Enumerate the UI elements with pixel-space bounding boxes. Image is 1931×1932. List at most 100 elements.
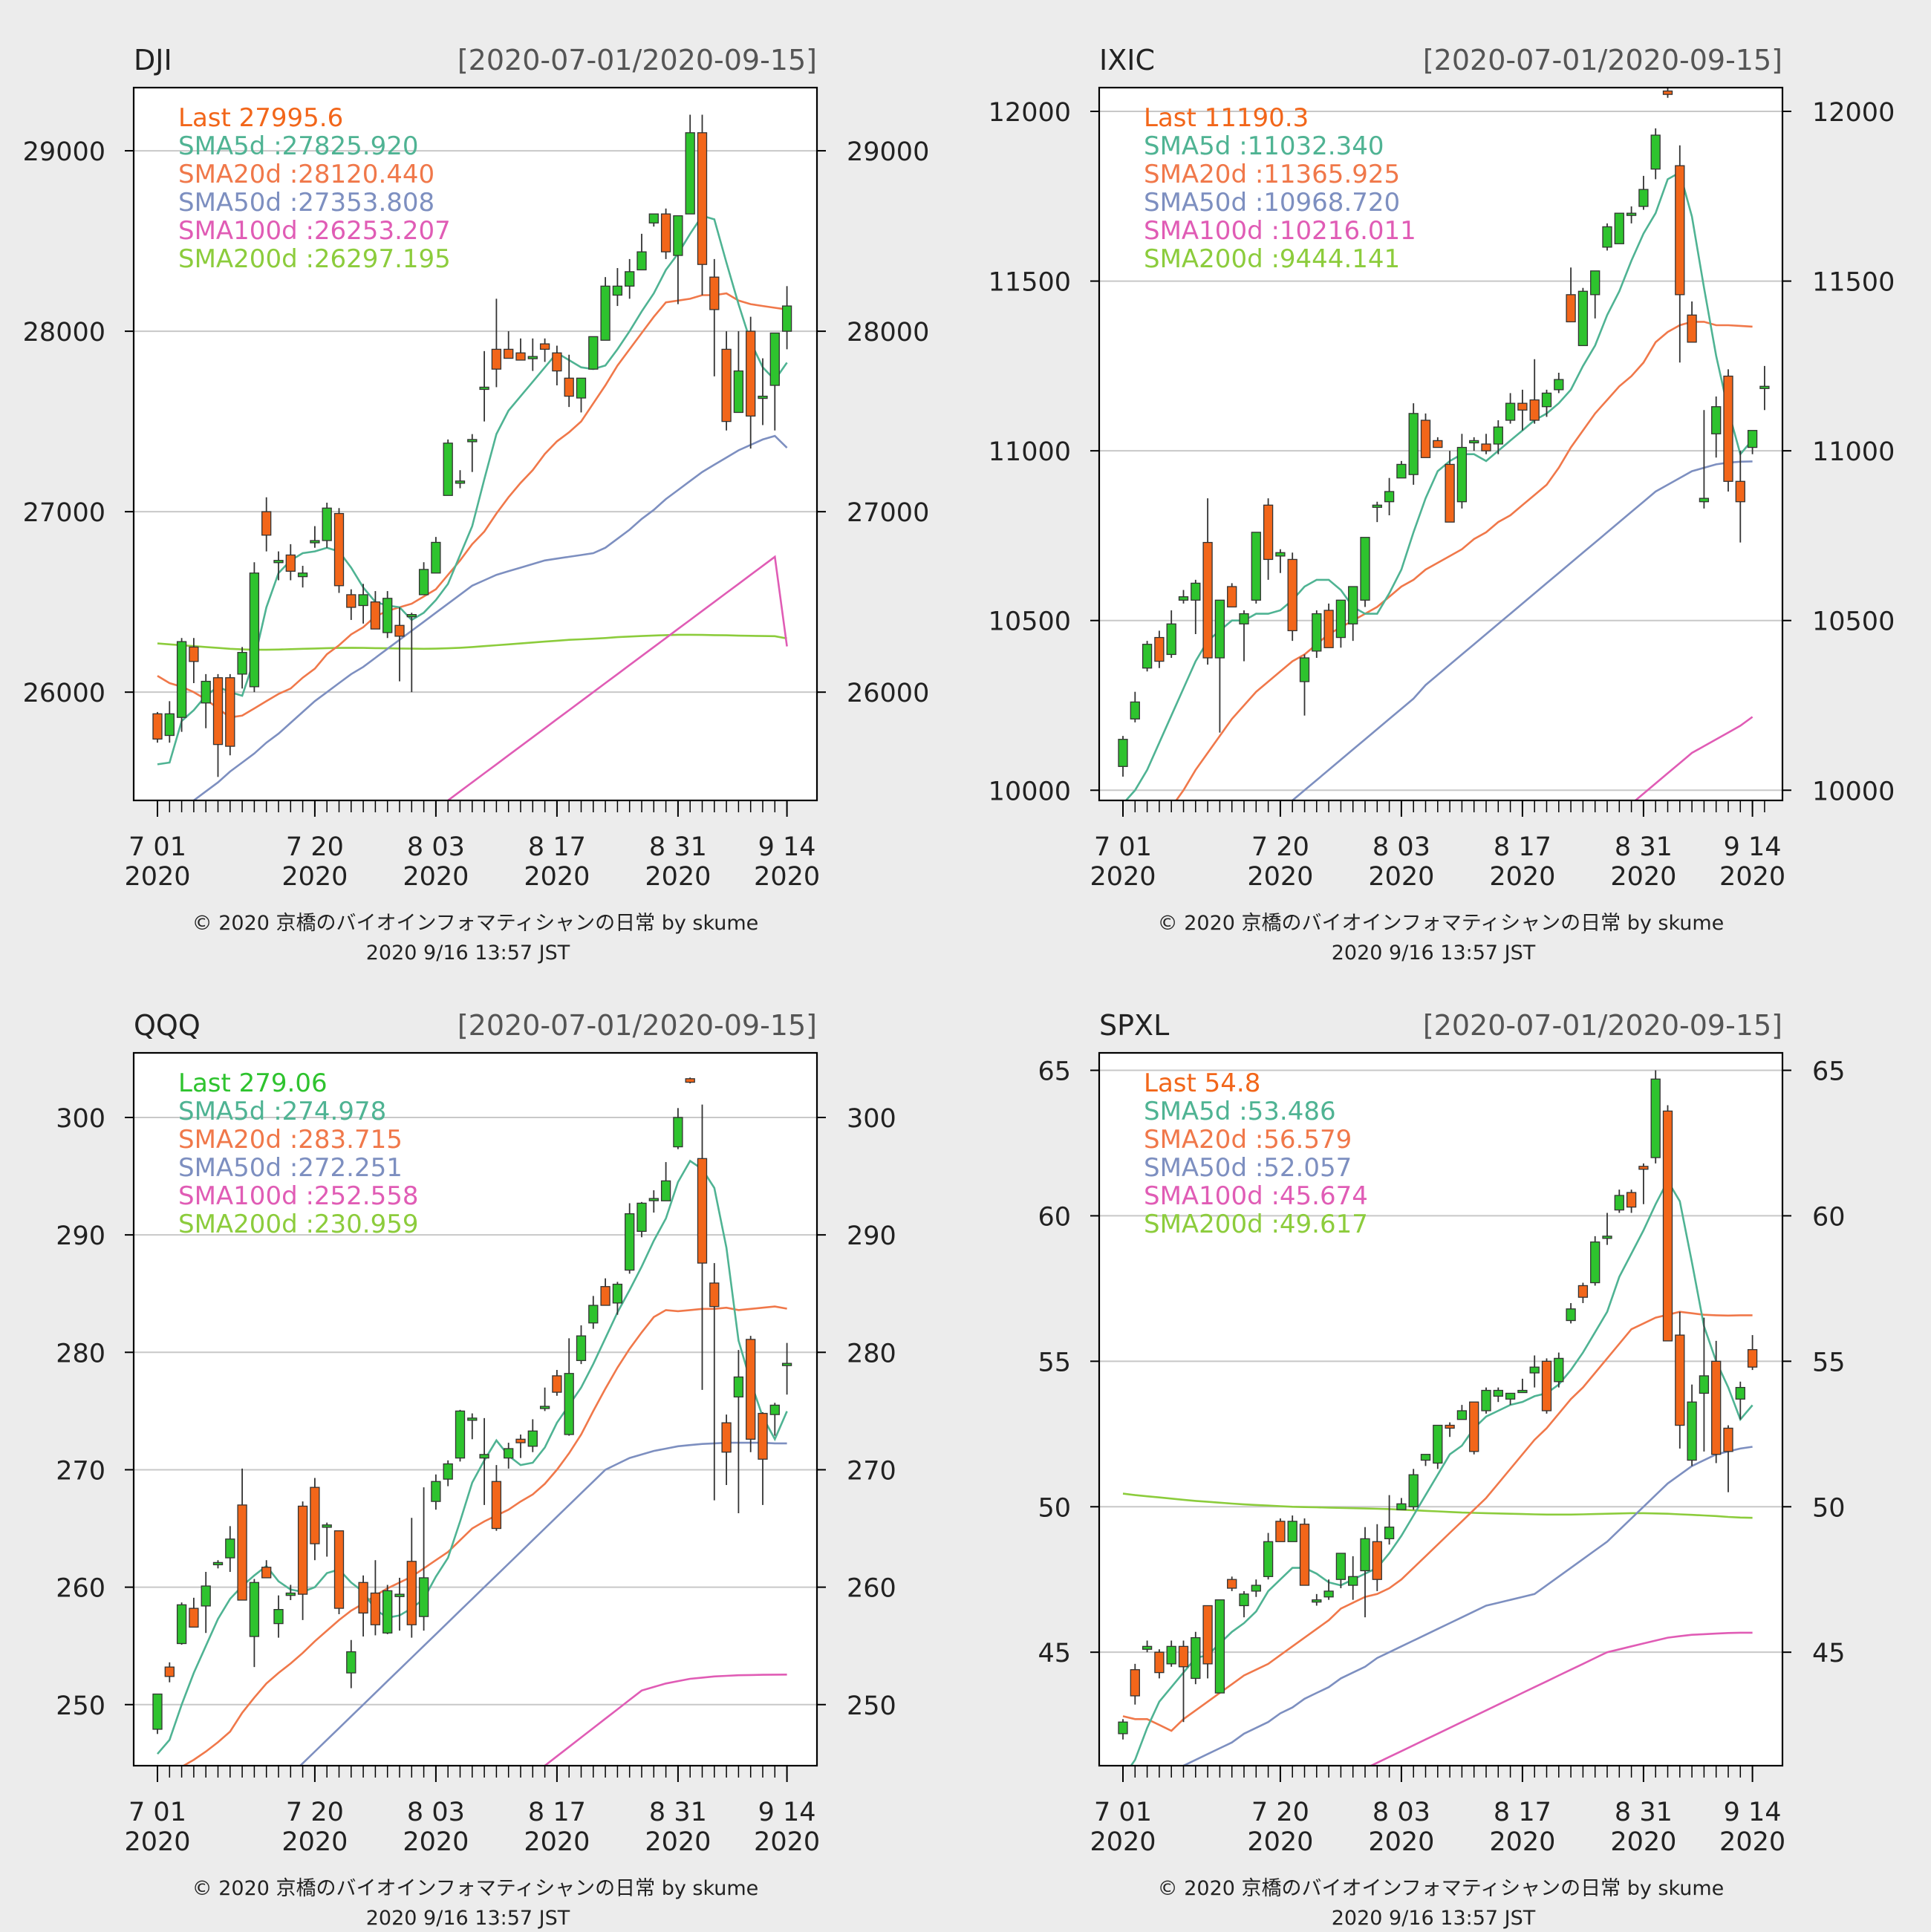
candle [1178,1640,1189,1723]
candle-down [515,352,526,361]
candle [1456,434,1468,509]
candle-down [370,1592,381,1625]
candle [1566,267,1576,323]
y-tick-label-left: 280 [56,1339,105,1368]
candle-down [746,1339,756,1440]
candle-down [564,377,574,397]
footer-copyright: © 2020 京橋のバイオインフォマティシャンの日常 by skume [192,912,759,935]
chart-title: QQQ [134,1009,201,1042]
candle [467,434,478,472]
candle-down [1723,1427,1733,1452]
candle [273,1595,284,1638]
y-tick-label-left: 10500 [989,607,1071,637]
sma20-line [181,1305,787,1766]
candle-up [636,1202,647,1233]
candle-up [297,572,308,578]
candle-up [612,1283,623,1304]
legend-entry: SMA200d :230.959 [178,1210,419,1239]
sma20-line [157,292,787,719]
candle-up [1348,586,1358,624]
candle-down [1202,1605,1213,1665]
y-tick-label-left: 270 [56,1456,105,1486]
candle-up [443,1463,453,1480]
candle-up [382,1590,393,1634]
candle [1456,1405,1468,1420]
y-tick-label-left: 290 [56,1221,105,1251]
candle-up [636,251,647,271]
x-tick-label-year: 2020 [1247,862,1313,892]
candle [1142,1640,1153,1653]
candle-up [164,713,175,737]
candle-down [1675,165,1685,296]
candle [697,1104,708,1390]
sma100-line [1369,1631,1753,1766]
plot-content [152,1077,792,1766]
candle-up [467,439,478,443]
chart-panel-ixic: IXIC [2020-07-01/2020-09-15] 10000 10000 105… [989,44,1895,965]
candle-up [225,1538,235,1559]
legend-entry: SMA5d :27825.920 [178,131,419,161]
x-tick-label: 9 14 [758,832,816,862]
candle [212,1560,224,1569]
candle-up [564,1373,574,1435]
candle [781,1342,792,1395]
legend-entry: SMA20d :28120.440 [178,160,434,189]
candle [1287,1515,1297,1542]
candle [1202,1605,1213,1679]
candle-up [576,377,587,399]
candle [1191,1631,1201,1685]
candle [1360,537,1370,607]
y-tick-label-left: 11000 [989,437,1071,467]
x-tick-label: 8 31 [1615,832,1673,862]
plot-border [1098,1051,1784,1767]
candle [515,1435,526,1458]
candle-down [1420,420,1431,458]
candle-up [382,598,393,633]
candle [1517,389,1528,431]
candle [237,1468,247,1601]
candle-up [1577,290,1589,347]
candle-down [1662,90,1673,95]
sma200-line [157,633,787,651]
y-tick-label-right: 12000 [1812,98,1895,128]
candle-up [1493,1389,1503,1397]
candle-up [394,1593,405,1597]
candle [1735,1381,1745,1420]
y-tick-label-right: 270 [847,1456,896,1486]
candle-up [527,356,538,359]
candle-up [1699,497,1710,503]
candle [636,233,647,271]
candle [1396,460,1407,479]
candle [1384,1495,1395,1545]
candle-up [322,1524,332,1528]
candle [1662,88,1673,98]
plot-content [1118,1070,1758,1766]
candle-up [600,285,610,341]
legend-entry: SMA100d :45.674 [1144,1181,1368,1211]
candle [346,1639,356,1688]
x-tick-label: 7 01 [128,1798,186,1827]
candle [1214,599,1225,733]
footer-timestamp: 2020 9/16 13:57 JST [1332,1907,1536,1929]
candle-down [189,1608,199,1628]
candle-down [152,713,163,740]
candle [1626,206,1637,223]
candle-up [504,1448,514,1459]
candle [1529,359,1540,424]
candle [1335,599,1347,648]
candle [1251,532,1261,604]
candle [1202,498,1213,665]
x-tick-label-year: 2020 [754,1827,820,1857]
x-tick-label: 9 14 [1724,832,1782,862]
candle [189,1597,199,1628]
candle-up [1590,270,1601,296]
candle-up [648,1198,659,1201]
candle-down [758,1412,768,1460]
y-tick-label-left: 250 [56,1691,105,1721]
candle [1445,451,1455,523]
y-tick-label-right: 290 [847,1221,896,1251]
candle [1384,477,1395,515]
candle-down [1227,1579,1237,1589]
y-tick-label-right: 11500 [1812,268,1895,298]
candle-up [1372,504,1382,508]
